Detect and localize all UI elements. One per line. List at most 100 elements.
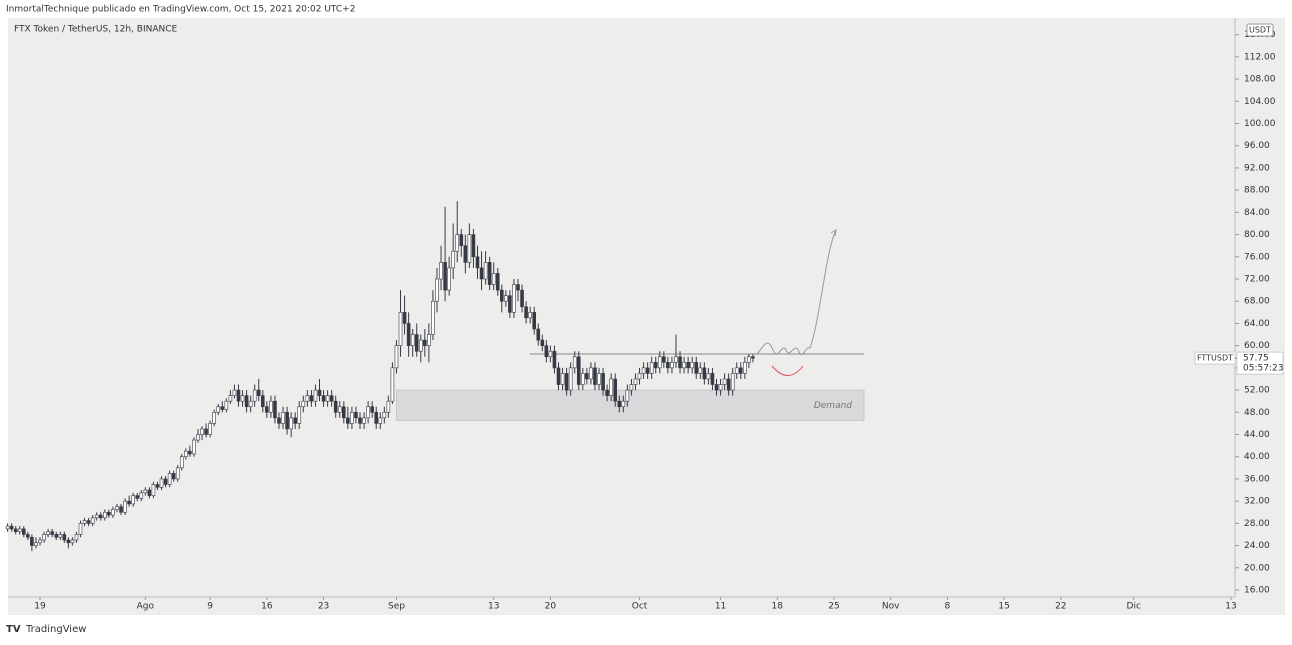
y-tick-label: 60.00 xyxy=(1244,341,1270,351)
candle-body xyxy=(378,417,383,424)
candle-body xyxy=(451,250,455,269)
candle-body xyxy=(714,384,719,391)
candle-body xyxy=(382,411,387,419)
candle-body xyxy=(402,312,407,324)
candle-body xyxy=(504,295,508,302)
candle-body xyxy=(66,539,71,544)
candle-body xyxy=(224,400,229,410)
x-tick-label: 25 xyxy=(828,602,839,612)
candle-body xyxy=(418,339,423,352)
candle-body xyxy=(94,514,99,519)
candle-body xyxy=(601,373,605,391)
candle-body xyxy=(115,506,119,510)
demand-zone xyxy=(395,389,865,422)
zone-label: Demand xyxy=(814,401,852,411)
currency-label: USDT xyxy=(1249,26,1271,35)
candle-body xyxy=(103,511,107,519)
candle-body xyxy=(370,406,374,413)
candle-body xyxy=(435,278,439,302)
x-tick-label: 16 xyxy=(261,602,273,612)
x-tick-label: Dic xyxy=(1127,602,1141,612)
candle-body xyxy=(119,506,123,513)
candle-body xyxy=(398,312,403,346)
y-tick-label: 76.00 xyxy=(1244,252,1270,262)
candle-body xyxy=(21,528,26,535)
candle-body xyxy=(58,534,63,538)
candle-body xyxy=(406,323,411,346)
candle-body xyxy=(666,362,670,369)
x-tick-label: 15 xyxy=(998,602,1009,612)
candle-body xyxy=(726,378,731,391)
candle-body xyxy=(572,356,577,369)
candle-body xyxy=(459,234,464,246)
candle-body xyxy=(184,450,188,458)
candle-body xyxy=(649,362,654,374)
candle-body xyxy=(593,367,597,385)
candle-body xyxy=(629,384,634,391)
candle-body xyxy=(556,367,561,385)
candle-body xyxy=(325,395,330,402)
candle-body xyxy=(54,534,59,538)
last-price-label: 57.75 xyxy=(1243,354,1269,364)
candle-body xyxy=(560,373,565,385)
candle-body xyxy=(366,406,370,419)
candle-body xyxy=(107,511,111,516)
candle-body xyxy=(585,373,589,380)
candle-body xyxy=(50,531,54,535)
candle-body xyxy=(74,534,79,541)
candle-body xyxy=(431,300,435,335)
candle-body xyxy=(540,339,545,346)
candle-body xyxy=(447,267,451,291)
candle-body xyxy=(135,495,140,499)
candle-body xyxy=(196,434,200,441)
y-tick-label: 104.00 xyxy=(1244,97,1276,107)
candle-body xyxy=(532,312,537,330)
candle-body xyxy=(722,378,727,385)
candle-body xyxy=(734,367,739,374)
candle-body xyxy=(657,356,662,369)
candle-body xyxy=(309,395,314,402)
y-tick-label: 64.00 xyxy=(1244,319,1270,329)
y-tick-label: 108.00 xyxy=(1244,75,1276,85)
candle-body xyxy=(305,395,310,402)
candle-body xyxy=(386,400,391,413)
candle-body xyxy=(390,367,395,402)
candle-body xyxy=(220,406,225,410)
candle-body xyxy=(346,417,350,424)
candle-body xyxy=(82,520,87,524)
header: InmortalTechnique publicado en TradingVi… xyxy=(6,5,355,15)
candle-body xyxy=(439,262,443,280)
candle-body xyxy=(337,406,342,413)
candle-body xyxy=(751,356,755,359)
candle-body xyxy=(167,473,172,485)
x-tick-label: 9 xyxy=(207,602,213,612)
x-tick-label: 18 xyxy=(772,602,784,612)
x-tick-label: Sep xyxy=(388,602,405,612)
candle-body xyxy=(499,289,504,302)
candle-body xyxy=(738,367,743,374)
candle-body xyxy=(228,395,233,402)
candle-body xyxy=(281,411,285,424)
red-arc xyxy=(771,365,804,376)
candle-body xyxy=(617,400,622,408)
projection-arrow xyxy=(830,229,837,237)
y-tick-label: 16.00 xyxy=(1244,586,1270,596)
candle-body xyxy=(159,478,164,488)
candle-body xyxy=(471,234,476,258)
candle-body xyxy=(621,400,626,408)
candle-body xyxy=(179,456,184,469)
x-tick-label: Oct xyxy=(632,602,648,612)
candle-body xyxy=(653,362,658,369)
candle-body xyxy=(301,400,306,408)
candle-body xyxy=(293,417,298,424)
candle-body xyxy=(568,367,573,391)
currency-box xyxy=(1246,23,1274,37)
candle-body xyxy=(609,378,613,396)
x-tick-label: Nov xyxy=(882,602,900,612)
candle-body xyxy=(528,312,532,319)
candle-body xyxy=(212,411,216,424)
candle-body xyxy=(9,525,14,530)
x-tick-label: 11 xyxy=(715,602,726,612)
countdown-label: 05:57:23 xyxy=(1243,364,1283,374)
candle-body xyxy=(151,484,156,496)
